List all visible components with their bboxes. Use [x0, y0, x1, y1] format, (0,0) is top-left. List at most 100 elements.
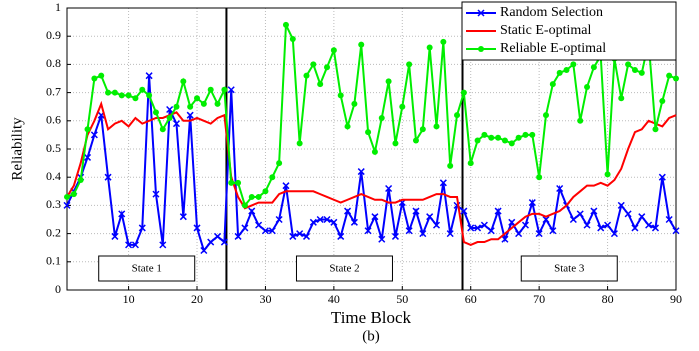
point-marker	[604, 171, 611, 178]
point-marker	[515, 230, 523, 238]
point-marker	[309, 218, 317, 226]
point-marker	[433, 123, 440, 130]
point-marker	[289, 232, 297, 240]
point-marker	[282, 182, 290, 190]
y-axis-label: Reliability	[9, 117, 25, 181]
point-marker	[447, 162, 454, 169]
point-marker	[460, 207, 468, 215]
point-marker	[584, 83, 591, 90]
point-marker	[508, 218, 516, 226]
point-marker	[180, 78, 187, 85]
point-marker	[310, 61, 317, 68]
y-tick-label: 0.1	[46, 254, 61, 268]
point-marker	[64, 193, 70, 200]
point-marker	[535, 230, 543, 238]
point-marker	[542, 112, 549, 119]
point-marker	[186, 111, 194, 119]
point-marker	[399, 103, 406, 110]
point-marker	[556, 69, 563, 76]
legend-marker	[477, 9, 485, 17]
point-marker	[474, 224, 482, 232]
point-marker	[104, 173, 112, 181]
point-marker	[166, 114, 173, 121]
point-marker	[159, 126, 166, 133]
point-marker	[440, 38, 447, 45]
point-marker	[324, 64, 331, 71]
point-marker	[214, 232, 222, 240]
point-marker	[159, 241, 167, 249]
point-marker	[84, 126, 91, 133]
point-marker	[412, 207, 420, 215]
point-marker	[228, 179, 235, 186]
point-marker	[652, 126, 659, 133]
y-tick-label: 0.8	[46, 56, 61, 70]
point-marker	[302, 232, 311, 240]
point-marker	[378, 235, 386, 243]
y-tick-label: 0.5	[46, 141, 61, 155]
point-marker	[296, 140, 303, 147]
point-marker	[125, 92, 132, 99]
y-tick-label: 0.7	[46, 84, 61, 98]
state-label: State 2	[329, 263, 359, 275]
x-tick-label: 80	[602, 292, 614, 306]
point-marker	[63, 201, 71, 209]
point-marker	[604, 221, 612, 229]
point-marker	[406, 61, 413, 68]
y-tick-label: 0.2	[46, 225, 61, 239]
point-marker	[570, 61, 577, 68]
point-marker	[241, 202, 248, 209]
point-marker	[235, 179, 242, 186]
point-marker	[276, 160, 283, 167]
point-marker	[495, 134, 502, 141]
point-marker	[392, 140, 399, 147]
point-marker	[255, 221, 263, 229]
point-marker	[432, 221, 441, 229]
legend-label: Reliable E-optimal	[500, 41, 606, 56]
point-marker	[556, 184, 564, 193]
point-marker	[77, 177, 84, 184]
point-marker	[624, 210, 632, 218]
point-marker	[268, 227, 276, 235]
point-marker	[446, 230, 454, 238]
point-marker	[351, 100, 358, 107]
point-marker	[577, 117, 584, 124]
point-marker	[673, 75, 679, 82]
point-marker	[166, 105, 174, 114]
point-marker	[597, 224, 605, 232]
point-marker	[317, 81, 324, 88]
point-marker	[330, 47, 337, 54]
point-marker	[221, 86, 228, 93]
point-marker	[275, 215, 283, 224]
point-marker	[625, 61, 632, 68]
point-marker	[610, 230, 618, 238]
point-marker	[269, 174, 276, 181]
point-marker	[282, 21, 289, 28]
point-marker	[344, 207, 352, 215]
y-tick-label: 0.6	[46, 113, 61, 127]
point-marker	[666, 72, 673, 79]
point-marker	[487, 227, 495, 235]
y-tick-label: 0.3	[46, 197, 61, 211]
x-tick-label: 70	[533, 292, 545, 306]
y-tick-label: 0.4	[46, 169, 61, 183]
point-marker	[132, 95, 139, 102]
point-marker	[631, 67, 638, 74]
point-marker	[194, 95, 201, 102]
point-marker	[90, 131, 98, 139]
point-marker	[207, 238, 215, 246]
point-marker	[528, 199, 536, 207]
point-marker	[207, 86, 214, 93]
point-marker	[371, 148, 378, 155]
x-axis-label: Time Block	[331, 308, 412, 327]
point-marker	[536, 174, 543, 181]
point-marker	[494, 207, 502, 215]
point-marker	[337, 92, 344, 99]
point-marker	[146, 92, 153, 99]
point-marker	[152, 190, 160, 198]
point-marker	[651, 224, 660, 232]
point-marker	[529, 131, 536, 138]
point-marker	[618, 95, 625, 102]
point-marker	[665, 215, 673, 224]
point-marker	[474, 137, 481, 144]
point-marker	[638, 213, 646, 221]
